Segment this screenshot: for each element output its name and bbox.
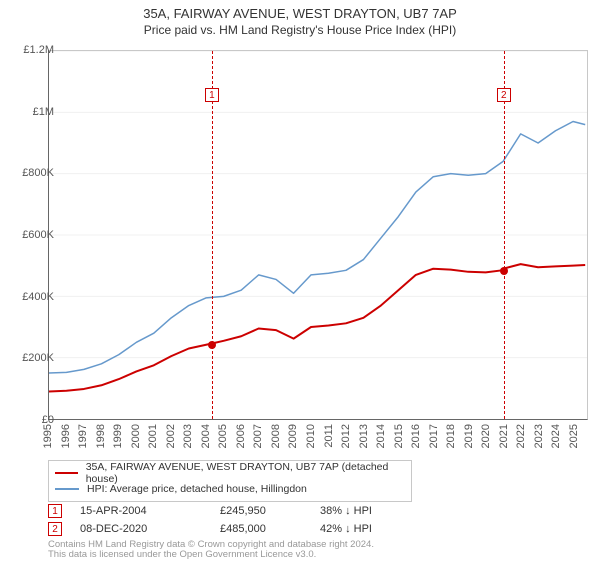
- event-label-box: 1: [205, 88, 219, 102]
- legend-swatch: [55, 472, 78, 474]
- x-tick-label: 2017: [428, 424, 440, 448]
- event-line: [504, 51, 505, 419]
- marker-date: 08-DEC-2020: [80, 523, 220, 535]
- legend-label: 35A, FAIRWAY AVENUE, WEST DRAYTON, UB7 7…: [86, 461, 405, 485]
- x-tick-label: 2005: [217, 424, 229, 448]
- x-tick-label: 1998: [95, 424, 107, 448]
- x-tick-label: 2001: [147, 424, 159, 448]
- x-tick-label: 2022: [515, 424, 527, 448]
- event-point: [500, 267, 508, 275]
- marker-table: 1 15-APR-2004£245,95038% ↓ HPI 2 08-DEC-202…: [48, 502, 440, 538]
- chart-subtitle: Price paid vs. HM Land Registry's House …: [0, 21, 600, 37]
- marker-number-box: 2: [48, 522, 62, 536]
- plot-area: 12: [48, 50, 588, 420]
- y-tick-label: £600K: [22, 229, 54, 241]
- x-tick-label: 1995: [42, 424, 54, 448]
- x-tick-label: 2000: [130, 424, 142, 448]
- chart-container: 35A, FAIRWAY AVENUE, WEST DRAYTON, UB7 7…: [0, 0, 600, 560]
- y-tick-label: £400K: [22, 291, 54, 303]
- x-tick-label: 2015: [393, 424, 405, 448]
- x-tick-label: 2018: [445, 424, 457, 448]
- x-tick-label: 2012: [340, 424, 352, 448]
- legend-label: HPI: Average price, detached house, Hill…: [87, 483, 307, 495]
- y-tick-label: £1M: [33, 106, 54, 118]
- chart-svg: [49, 51, 587, 419]
- marker-row: 2 08-DEC-2020£485,00042% ↓ HPI: [48, 520, 440, 538]
- x-tick-label: 2024: [550, 424, 562, 448]
- x-tick-label: 2009: [287, 424, 299, 448]
- x-tick-label: 2020: [480, 424, 492, 448]
- x-tick-label: 2021: [498, 424, 510, 448]
- x-tick-label: 2008: [270, 424, 282, 448]
- y-tick-label: £1.2M: [23, 44, 54, 56]
- x-tick-label: 2014: [375, 424, 387, 448]
- x-tick-label: 2007: [252, 424, 264, 448]
- legend-swatch: [55, 488, 79, 490]
- event-label-box: 2: [497, 88, 511, 102]
- x-tick-label: 2019: [463, 424, 475, 448]
- x-tick-label: 2004: [200, 424, 212, 448]
- legend-box: 35A, FAIRWAY AVENUE, WEST DRAYTON, UB7 7…: [48, 460, 412, 502]
- marker-delta: 38% ↓ HPI: [320, 505, 440, 517]
- x-tick-label: 2011: [323, 424, 335, 448]
- x-tick-label: 2003: [182, 424, 194, 448]
- marker-row: 1 15-APR-2004£245,95038% ↓ HPI: [48, 502, 440, 520]
- marker-date: 15-APR-2004: [80, 505, 220, 517]
- x-tick-label: 2013: [358, 424, 370, 448]
- event-point: [208, 341, 216, 349]
- y-tick-label: £200K: [22, 352, 54, 364]
- y-tick-label: £800K: [22, 167, 54, 179]
- x-tick-label: 2002: [165, 424, 177, 448]
- footer-line-2: This data is licensed under the Open Gov…: [48, 550, 374, 560]
- x-tick-label: 2025: [568, 424, 580, 448]
- legend-row: 35A, FAIRWAY AVENUE, WEST DRAYTON, UB7 7…: [55, 465, 405, 481]
- x-tick-label: 2010: [305, 424, 317, 448]
- marker-number-box: 1: [48, 504, 62, 518]
- x-tick-label: 2023: [533, 424, 545, 448]
- x-tick-label: 1997: [77, 424, 89, 448]
- x-tick-label: 1999: [112, 424, 124, 448]
- x-tick-label: 2016: [410, 424, 422, 448]
- x-tick-label: 1996: [60, 424, 72, 448]
- footer-text: Contains HM Land Registry data © Crown c…: [48, 540, 374, 561]
- marker-delta: 42% ↓ HPI: [320, 523, 440, 535]
- marker-price: £485,000: [220, 523, 320, 535]
- x-tick-label: 2006: [235, 424, 247, 448]
- event-line: [212, 51, 213, 419]
- chart-title: 35A, FAIRWAY AVENUE, WEST DRAYTON, UB7 7…: [0, 0, 600, 21]
- marker-price: £245,950: [220, 505, 320, 517]
